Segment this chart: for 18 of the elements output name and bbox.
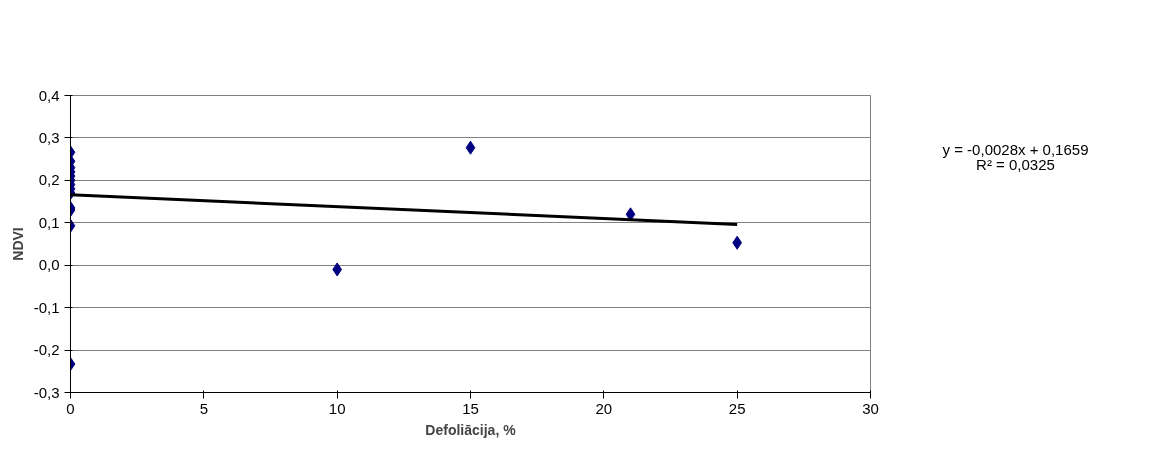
x-tick-label: 15 — [462, 399, 479, 417]
y-tick-label: 0,1 — [38, 213, 60, 231]
y-tick-label: -0,2 — [33, 341, 60, 359]
x-tick-label: 30 — [862, 399, 879, 417]
x-tick-label: 10 — [328, 399, 346, 417]
y-axis-title: NDVI — [9, 227, 26, 261]
y-tick-label: 0,3 — [38, 128, 60, 146]
x-axis-title: Defoliācija, % — [425, 421, 517, 438]
y-tick-label: -0,3 — [33, 383, 60, 401]
y-tick-label: 0,0 — [38, 256, 60, 274]
y-tick-label: 0,2 — [38, 171, 60, 189]
y-tick-label: 0,4 — [38, 86, 60, 104]
x-tick-label: 20 — [595, 399, 613, 417]
x-tick-label: 0 — [66, 399, 75, 417]
x-tick-label: 25 — [728, 399, 746, 417]
y-tick-label: -0,1 — [33, 298, 60, 316]
x-tick-label: 5 — [199, 399, 209, 417]
text: y = -0,0028x + 0,1659 — [942, 141, 1089, 158]
